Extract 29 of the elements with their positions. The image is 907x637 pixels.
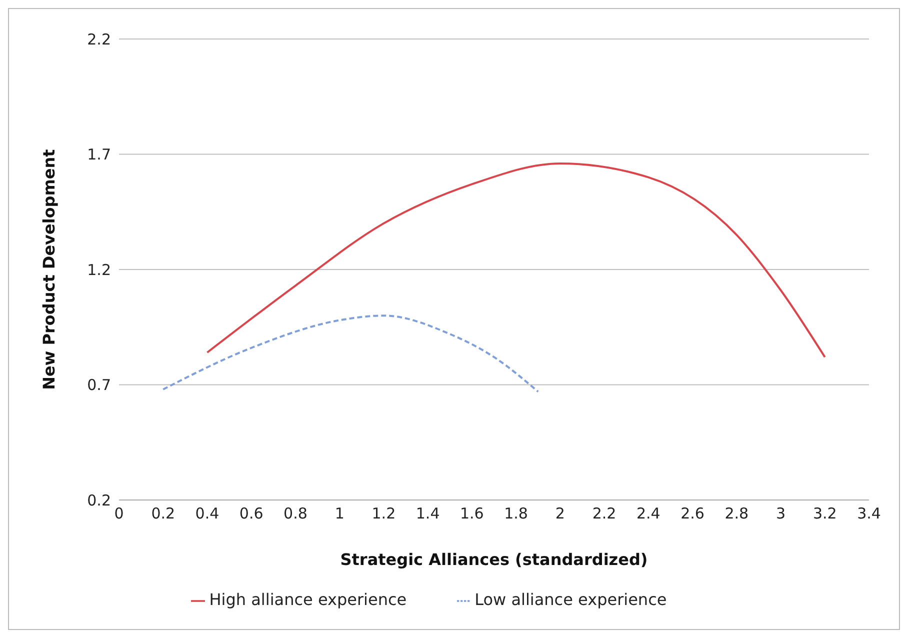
legend-label: Low alliance experience xyxy=(474,590,667,609)
legend-label: High alliance experience xyxy=(209,590,407,609)
y-tick-label: 0.7 xyxy=(87,376,111,394)
x-tick-label: 3 xyxy=(776,504,786,523)
x-tick-label: 0.2 xyxy=(151,504,176,523)
x-tick-label: 1 xyxy=(334,504,344,523)
x-tick-label: 0 xyxy=(114,504,124,523)
x-tick-label: 0.4 xyxy=(195,504,220,523)
y-axis-title: New Product Development xyxy=(40,148,59,390)
x-tick-label: 2.2 xyxy=(592,504,616,523)
x-tick-label: 2 xyxy=(555,504,565,523)
x-tick-label: 1.8 xyxy=(504,504,528,523)
y-tick-label: 0.2 xyxy=(87,491,111,510)
x-tick-label: 1.6 xyxy=(460,504,484,523)
y-tick-label: 1.7 xyxy=(87,146,111,164)
x-tick-label: 0.6 xyxy=(239,504,264,523)
y-tick-label: 1.2 xyxy=(87,260,111,279)
line-series xyxy=(162,314,540,393)
x-tick-label: 3.2 xyxy=(812,504,837,523)
x-axis-title: Strategic Alliances (standardized) xyxy=(340,550,648,569)
x-tick-label: 2.4 xyxy=(636,504,660,523)
x-tick-label: 1.4 xyxy=(416,504,440,523)
x-tick-label: 2.6 xyxy=(680,504,704,523)
x-tick-label: 3.4 xyxy=(857,504,881,523)
x-tick-label: 2.8 xyxy=(724,504,749,523)
y-tick-label: 2.2 xyxy=(87,30,111,48)
line-series xyxy=(206,162,826,358)
x-tick-label: 0.8 xyxy=(284,504,308,523)
x-tick-label: 1.2 xyxy=(372,504,396,523)
